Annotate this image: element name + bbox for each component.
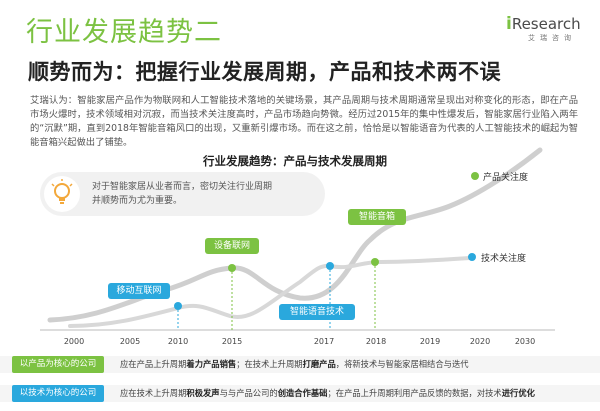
legend-dot-tech [468,253,476,261]
row-text-segment: 与与产品公司的 [219,388,278,398]
legend-dot-product [471,172,479,180]
iresearch-logo: iResearch 艾瑞咨询 [506,14,592,50]
tag-voice-tech: 智能语音技术 [279,304,355,320]
x-tick: 2019 [419,337,441,346]
point-iot [228,264,236,272]
row-text-strong: 打磨产品 [302,359,336,369]
x-tick: 2017 [313,337,335,346]
bulb-icon [44,176,80,212]
row-text-strong: 进行优化 [501,388,535,398]
x-tick: 2005 [119,337,141,346]
x-tick: 2018 [365,337,387,346]
row-text-segment: ；在产品上升周期利用产品反馈的数据，对技术 [327,388,502,398]
row-text-strong: 创造合作基础 [277,388,328,398]
page-title: 行业发展趋势二 [26,17,222,48]
summary-paragraph: 艾瑞认为：智能家居产品作为物联网和人工智能技术落地的关键场景，其产品周期与技术周… [30,95,578,148]
note-text: 对于智能家居从业者而言，密切关注行业周期并顺势而为尤为重要。 [92,182,273,206]
x-tick: 2000 [63,337,85,346]
tag-iot: 设备联网 [205,238,259,254]
point-voice-tech [326,262,334,270]
note-box [40,172,325,216]
row-label-tech: 以技术为核心的公司 [12,385,104,402]
row-label-product: 以产品为核心的公司 [12,356,104,373]
chart-title: 行业发展趋势：产品与技术发展周期 [203,154,387,168]
row-text-segment: ，将新技术与智能家居相结合与迭代 [335,359,469,369]
logo-subtext: 艾瑞咨询 [528,34,576,42]
x-tick: 2020 [469,337,491,346]
row-text-strong: 积极发声 [186,388,220,398]
row-background [0,385,600,402]
row-background [0,356,600,373]
row-text-segment: ；在技术上升周期 [236,359,303,369]
row-text-strong: 着力产品销售 [186,359,237,369]
x-tick: 2030 [514,337,536,346]
tag-smart-speaker: 智能音箱 [348,209,406,225]
point-mobile-internet [174,302,182,310]
legend-tech: 技术关注度 [481,254,527,264]
tech-curve [68,256,472,328]
logo-letter-i: i [506,14,512,34]
x-tick: 2010 [167,337,189,346]
point-smart-speaker [371,258,379,266]
logo-wordmark: Research [511,15,581,33]
x-tick: 2015 [221,337,243,346]
row-text-product: 应在产品上升周期着力产品销售；在技术上升周期打磨产品，将新技术与智能家居相结合与… [120,356,590,373]
row-text-tech: 应在技术上升周期积极发声与与产品公司的创造合作基础；在产品上升周期利用产品反馈的… [120,385,590,402]
row-text-segment: 应在产品上升周期 [120,359,187,369]
legend-product: 产品关注度 [483,173,529,183]
row-text-segment: 应在技术上升周期 [120,388,187,398]
page-subtitle: 顺势而为：把握行业发展周期，产品和技术两不误 [28,60,501,84]
tag-mobile-internet: 移动互联网 [108,283,170,299]
